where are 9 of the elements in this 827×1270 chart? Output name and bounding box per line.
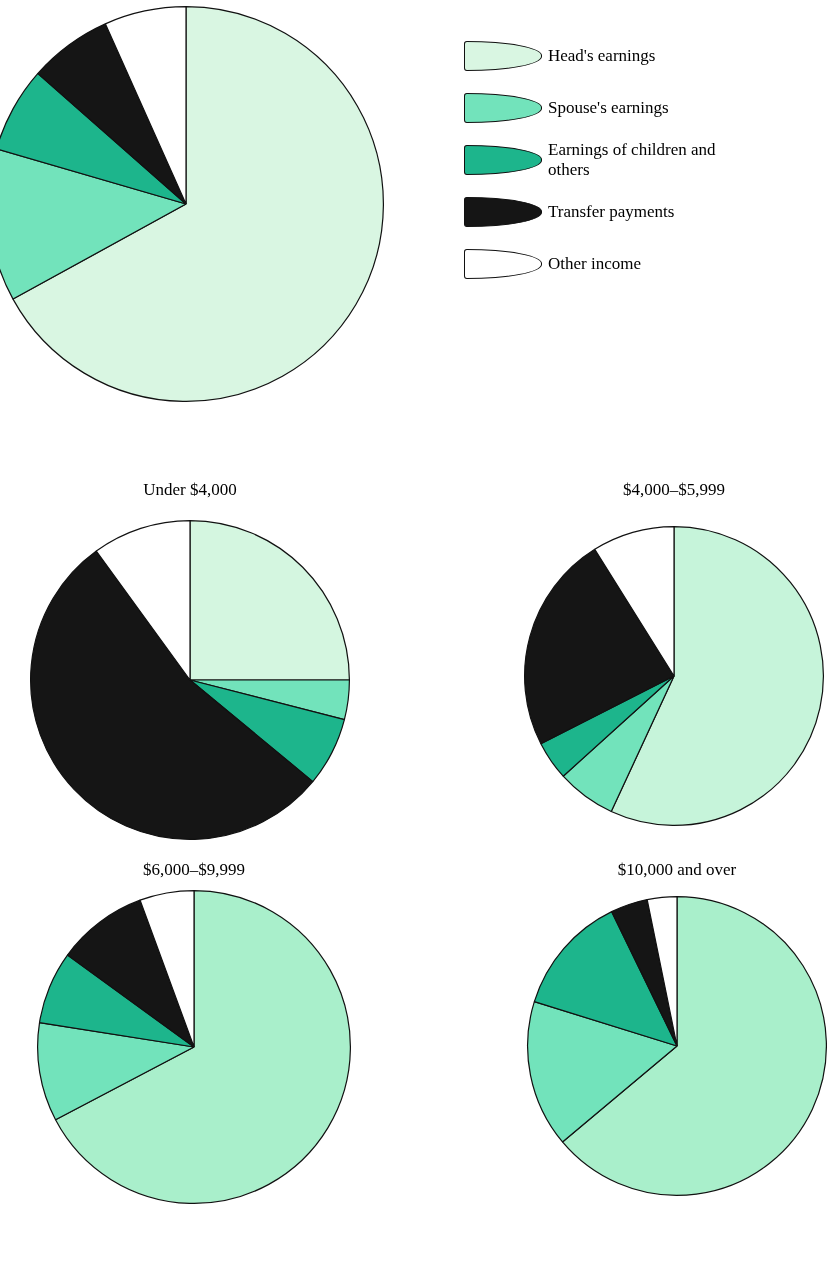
chart-title: $10,000 and over [616,860,738,880]
legend-label: Head's earnings [548,46,657,66]
chart-title: $4,000–$5,999 [622,480,726,500]
legend-label: Earnings of children and others [548,140,717,180]
chart-title: $6,000–$9,999 [142,860,246,880]
legend-label: Spouse's earnings [548,98,670,118]
legend-label: Transfer payments [548,202,676,222]
legend-label: Other income [548,254,642,274]
chart-title: Under $4,000 [142,480,238,500]
